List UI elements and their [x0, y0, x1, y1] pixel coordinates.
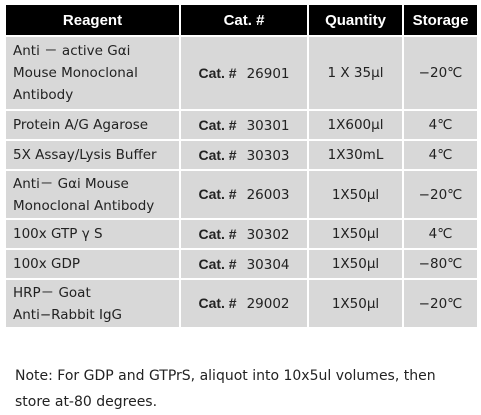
cat-number: 30303 [246, 147, 290, 164]
cat-number: 30301 [246, 117, 290, 134]
cat-number: 30302 [246, 226, 290, 243]
cat-prefix: Cat. # [198, 186, 237, 202]
storage-cell: −20℃ [404, 37, 477, 109]
table-row: 100x GTP γ S Cat. # 30302 1X50μl 4℃ [6, 220, 477, 248]
cat-number-cell: Cat. # 30303 [181, 141, 307, 169]
reagent-name-line: Anti － active Gαi [13, 43, 131, 59]
reagent-table-container: Reagent Cat. # Quantity Storage Anti － a… [4, 3, 477, 329]
reagent-name: 100x GTP γ S [6, 220, 179, 248]
reagent-name: HRP－ Goat Anti−Rabbit IgG [6, 280, 179, 327]
reagent-name-line: 5X Assay/Lysis Buffer [13, 147, 157, 163]
cat-number-cell: Cat. # 30304 [181, 250, 307, 278]
storage-cell: 4℃ [404, 111, 477, 139]
note-line: store at-80 degrees. [15, 394, 158, 410]
header-quantity: Quantity [309, 5, 402, 35]
quantity-cell: 1X50μl [309, 250, 402, 278]
reagent-name-line: Mouse Monoclonal [13, 65, 138, 81]
quantity-cell: 1X30mL [309, 141, 402, 169]
reagent-name-line: Protein A/G Agarose [13, 117, 149, 133]
reagent-name-line: Monoclonal Antibody [13, 197, 155, 214]
table-row: Anti － active Gαi Mouse Monoclonal Antib… [6, 37, 477, 109]
reagent-name-line: 100x GDP [13, 256, 81, 272]
cat-number-cell: Cat. # 26901 [181, 37, 307, 109]
storage-cell: −80℃ [404, 250, 477, 278]
quantity-cell: 1X50μl [309, 220, 402, 248]
table-row: 5X Assay/Lysis Buffer Cat. # 30303 1X30mL… [6, 141, 477, 169]
cat-prefix: Cat. # [198, 255, 237, 272]
reagent-name-line: HRP－ Goat [13, 284, 91, 301]
reagent-name-line: Anti－ Gαi Mouse [13, 175, 129, 192]
table-row: HRP－ Goat Anti−Rabbit IgG Cat. # 29002 1X… [6, 280, 477, 327]
reagent-name: Protein A/G Agarose [6, 111, 179, 139]
reagent-name: 100x GDP [6, 250, 179, 278]
reagent-name: Anti－ Gαi Mouse Monoclonal Antibody [6, 171, 179, 218]
cat-number: 26901 [246, 65, 290, 82]
storage-cell: 4℃ [404, 220, 477, 248]
cat-prefix: Cat. # [198, 64, 237, 81]
quantity-cell: 1 X 35μl [309, 37, 402, 109]
quantity-cell: 1X50μl [309, 171, 402, 218]
note-line: Note: For GDP and GTPrS, aliquot into 10… [15, 368, 436, 384]
storage-note: Note: For GDP and GTPrS, aliquot into 10… [15, 363, 475, 415]
reagent-name: Anti － active Gαi Mouse Monoclonal Antib… [6, 37, 179, 109]
cat-number: 26003 [246, 187, 290, 203]
table-header-row: Reagent Cat. # Quantity Storage [6, 5, 477, 35]
cat-number-cell: Cat. # 30301 [181, 111, 307, 139]
cat-prefix: Cat. # [198, 116, 237, 133]
quantity-cell: 1X600μl [309, 111, 402, 139]
cat-number-cell: Cat. # 29002 [181, 280, 307, 327]
header-reagent: Reagent [6, 5, 179, 35]
table-row: 100x GDP Cat. # 30304 1X50μl −80℃ [6, 250, 477, 278]
reagent-name: 5X Assay/Lysis Buffer [6, 141, 179, 169]
header-storage: Storage [404, 5, 477, 35]
reagent-name-line: Antibody [13, 87, 74, 103]
cat-number-cell: Cat. # 30302 [181, 220, 307, 248]
table-row: Protein A/G Agarose Cat. #30301 1X600μl … [6, 111, 477, 139]
quantity-cell: 1X50μl [309, 280, 402, 327]
cat-prefix: Cat. # [198, 225, 237, 242]
storage-cell: 4℃ [404, 141, 477, 169]
storage-cell: −20℃ [404, 171, 477, 218]
reagent-name-line: Anti−Rabbit IgG [13, 306, 122, 323]
header-cat-number: Cat. # [181, 5, 307, 35]
cat-number: 29002 [246, 296, 290, 312]
reagent-table: Reagent Cat. # Quantity Storage Anti － a… [4, 3, 479, 329]
cat-prefix: Cat. # [198, 146, 237, 163]
cat-number-cell: Cat. # 26003 [181, 171, 307, 218]
cat-prefix: Cat. # [198, 295, 237, 311]
storage-cell: −20℃ [404, 280, 477, 327]
reagent-name-line: 100x GTP γ S [13, 226, 103, 242]
cat-number: 30304 [246, 256, 290, 273]
table-row: Anti－ Gαi Mouse Monoclonal Antibody Cat.… [6, 171, 477, 218]
